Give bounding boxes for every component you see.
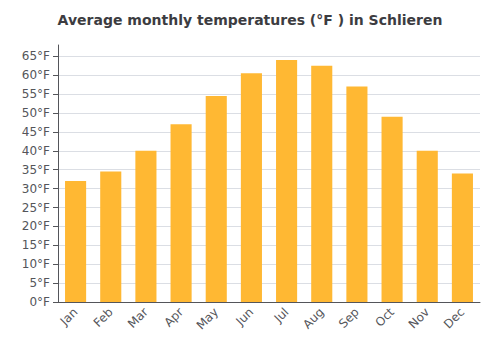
svg-text:20°F: 20°F [22, 219, 50, 233]
svg-text:Oct: Oct [372, 305, 397, 330]
svg-text:30°F: 30°F [22, 182, 50, 196]
svg-text:May: May [194, 305, 221, 332]
svg-text:60°F: 60°F [22, 68, 50, 82]
svg-text:Apr: Apr [161, 305, 186, 330]
svg-text:Dec: Dec [441, 305, 467, 331]
svg-text:50°F: 50°F [22, 106, 50, 120]
svg-text:15°F: 15°F [22, 238, 50, 252]
svg-text:Jul: Jul [271, 305, 292, 326]
svg-text:45°F: 45°F [22, 125, 50, 139]
svg-text:Average monthly temperatures (: Average monthly temperatures (°F ) in Sc… [58, 12, 443, 28]
svg-text:Feb: Feb [91, 305, 116, 330]
svg-text:0°F: 0°F [29, 295, 50, 309]
svg-text:5°F: 5°F [29, 276, 50, 290]
svg-text:10°F: 10°F [22, 257, 50, 271]
svg-text:Aug: Aug [300, 305, 326, 331]
svg-text:Sep: Sep [336, 305, 362, 331]
svg-text:35°F: 35°F [22, 163, 50, 177]
svg-text:Nov: Nov [406, 305, 432, 331]
svg-text:65°F: 65°F [22, 49, 50, 63]
svg-text:25°F: 25°F [22, 201, 50, 215]
svg-text:Jan: Jan [57, 305, 81, 329]
svg-text:Mar: Mar [125, 305, 151, 331]
svg-text:Jun: Jun [233, 305, 257, 329]
svg-text:40°F: 40°F [22, 144, 50, 158]
svg-text:55°F: 55°F [22, 87, 50, 101]
